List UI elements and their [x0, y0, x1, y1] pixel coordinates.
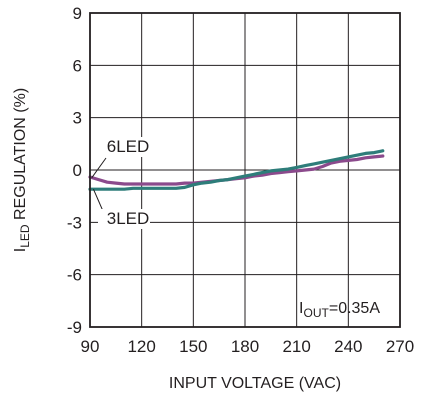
- y-tick-label: -6: [67, 266, 82, 285]
- y-tick-label: 0: [73, 161, 82, 180]
- x-tick-label: 150: [179, 337, 207, 356]
- iout-annotation-prefix: I: [299, 300, 303, 317]
- tick-labels: 90 120 150 180 210 240 270 9 6 3 0 -3 -6 -9: [67, 4, 414, 356]
- series-layer: [88, 149, 385, 191]
- y-tick-label: 6: [73, 56, 82, 75]
- x-tick-label: 240: [334, 337, 362, 356]
- x-tick-label: 180: [231, 337, 259, 356]
- callout-label-6led: 6LED: [107, 137, 150, 156]
- iout-annotation-subscript: OUT: [304, 306, 330, 320]
- y-axis-title: ILED REGULATION (%): [12, 88, 32, 252]
- x-tick-label: 270: [386, 337, 414, 356]
- y-axis-title-suffix: REGULATION (%): [12, 88, 29, 225]
- callout-label-3led: 3LED: [107, 209, 150, 228]
- x-tick-label: 120: [127, 337, 155, 356]
- x-tick-label: 90: [81, 337, 100, 356]
- y-axis-title-prefix: I: [12, 248, 29, 252]
- y-tick-label: -3: [67, 213, 82, 232]
- callout-bg-6led: [98, 137, 150, 157]
- x-tick-label: 210: [282, 337, 310, 356]
- plot-frame: [89, 12, 401, 328]
- y-tick-label: -9: [67, 318, 82, 337]
- callout-bg-3led: [98, 209, 150, 229]
- iout-annotation-suffix: =0.35A: [329, 300, 380, 317]
- callout-leader-6led: [91, 157, 107, 179]
- y-tick-label: 3: [73, 109, 82, 128]
- y-tick-label: 9: [73, 4, 82, 23]
- y-axis-title-subscript: LED: [18, 224, 32, 248]
- x-axis-title: INPUT VOLTAGE (VAC): [169, 375, 341, 392]
- series-callouts: 6LED 3LED: [91, 137, 150, 229]
- grid: [89, 12, 401, 328]
- series-line-3led: [88, 149, 385, 191]
- iout-annotation: IOUT=0.35A: [299, 300, 380, 320]
